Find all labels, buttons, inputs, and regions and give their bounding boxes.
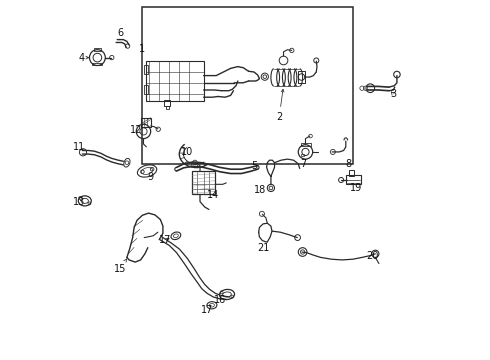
Text: 17: 17 — [159, 235, 171, 246]
Bar — [166, 106, 169, 109]
Bar — [141, 118, 151, 127]
Bar — [192, 171, 215, 194]
Text: 1: 1 — [139, 44, 146, 54]
Text: 2: 2 — [276, 89, 284, 122]
Bar — [164, 100, 171, 106]
Text: 7: 7 — [300, 159, 307, 169]
Text: 8: 8 — [345, 159, 351, 169]
Bar — [146, 61, 204, 101]
Text: 6: 6 — [117, 28, 123, 38]
Bar — [301, 154, 304, 156]
Bar — [94, 48, 101, 51]
Text: 10: 10 — [181, 147, 194, 157]
Text: 14: 14 — [207, 190, 220, 200]
Text: 17: 17 — [201, 305, 213, 315]
Bar — [298, 71, 305, 83]
Text: 12: 12 — [130, 125, 143, 135]
Text: 13: 13 — [73, 197, 85, 207]
Text: 16: 16 — [215, 294, 227, 305]
Text: 19: 19 — [350, 183, 362, 193]
Text: 5: 5 — [251, 161, 258, 171]
Text: 18: 18 — [254, 185, 266, 195]
Bar — [144, 65, 148, 74]
Bar — [301, 143, 311, 146]
Bar — [92, 63, 102, 65]
Text: 3: 3 — [390, 89, 396, 99]
Bar — [349, 170, 354, 176]
Text: 4: 4 — [78, 53, 89, 63]
Text: 9: 9 — [147, 172, 154, 182]
Text: 15: 15 — [114, 259, 126, 274]
Text: 21: 21 — [258, 243, 270, 253]
Bar — [143, 7, 353, 164]
Text: 11: 11 — [73, 142, 85, 152]
Bar — [144, 85, 148, 94]
Text: 20: 20 — [367, 251, 379, 261]
Bar — [346, 175, 361, 184]
